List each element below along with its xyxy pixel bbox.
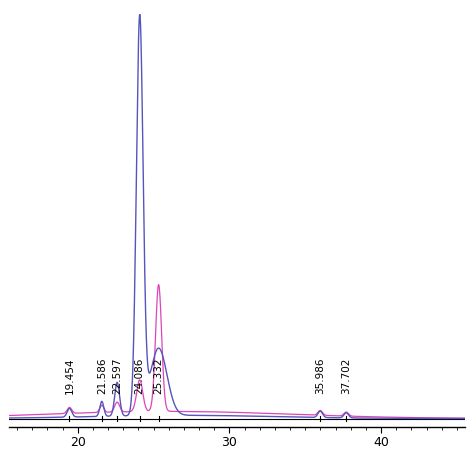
Text: 19.454: 19.454: [64, 358, 74, 394]
Text: 21.586: 21.586: [97, 358, 107, 394]
Text: 35.986: 35.986: [315, 358, 325, 394]
Text: 37.702: 37.702: [341, 358, 351, 394]
Text: 25.332: 25.332: [154, 358, 164, 394]
Text: 24.086: 24.086: [135, 358, 145, 394]
Text: 22.597: 22.597: [112, 358, 122, 394]
